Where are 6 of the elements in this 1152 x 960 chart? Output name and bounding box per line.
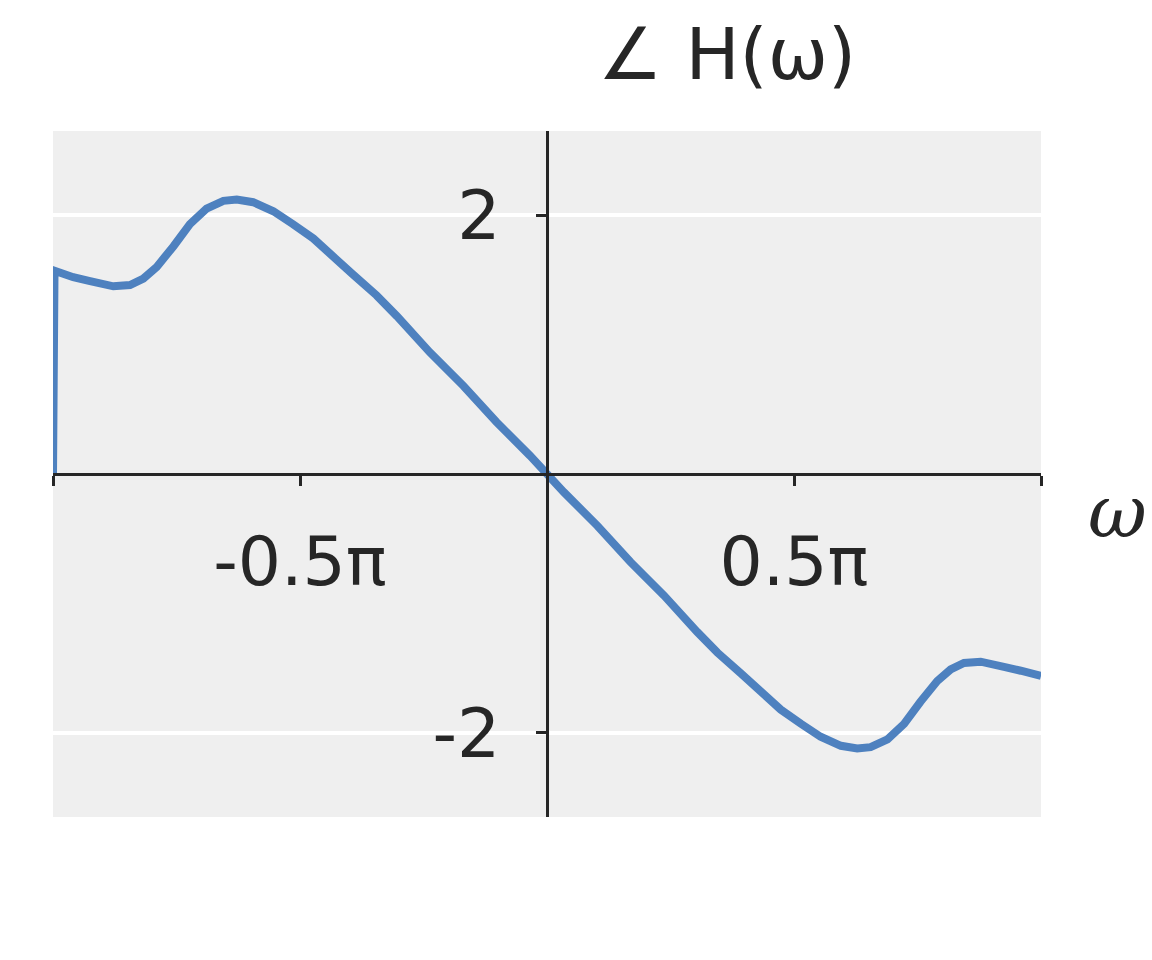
y-tick-label: 2 <box>457 175 501 255</box>
x-tick-label: 0.5π <box>719 521 869 601</box>
x-axis-title: ω <box>1088 470 1147 554</box>
chart-title: ∠ H(ω) <box>597 12 857 97</box>
y-tick-label: -2 <box>432 693 501 773</box>
x-tick-label: -0.5π <box>213 521 387 601</box>
